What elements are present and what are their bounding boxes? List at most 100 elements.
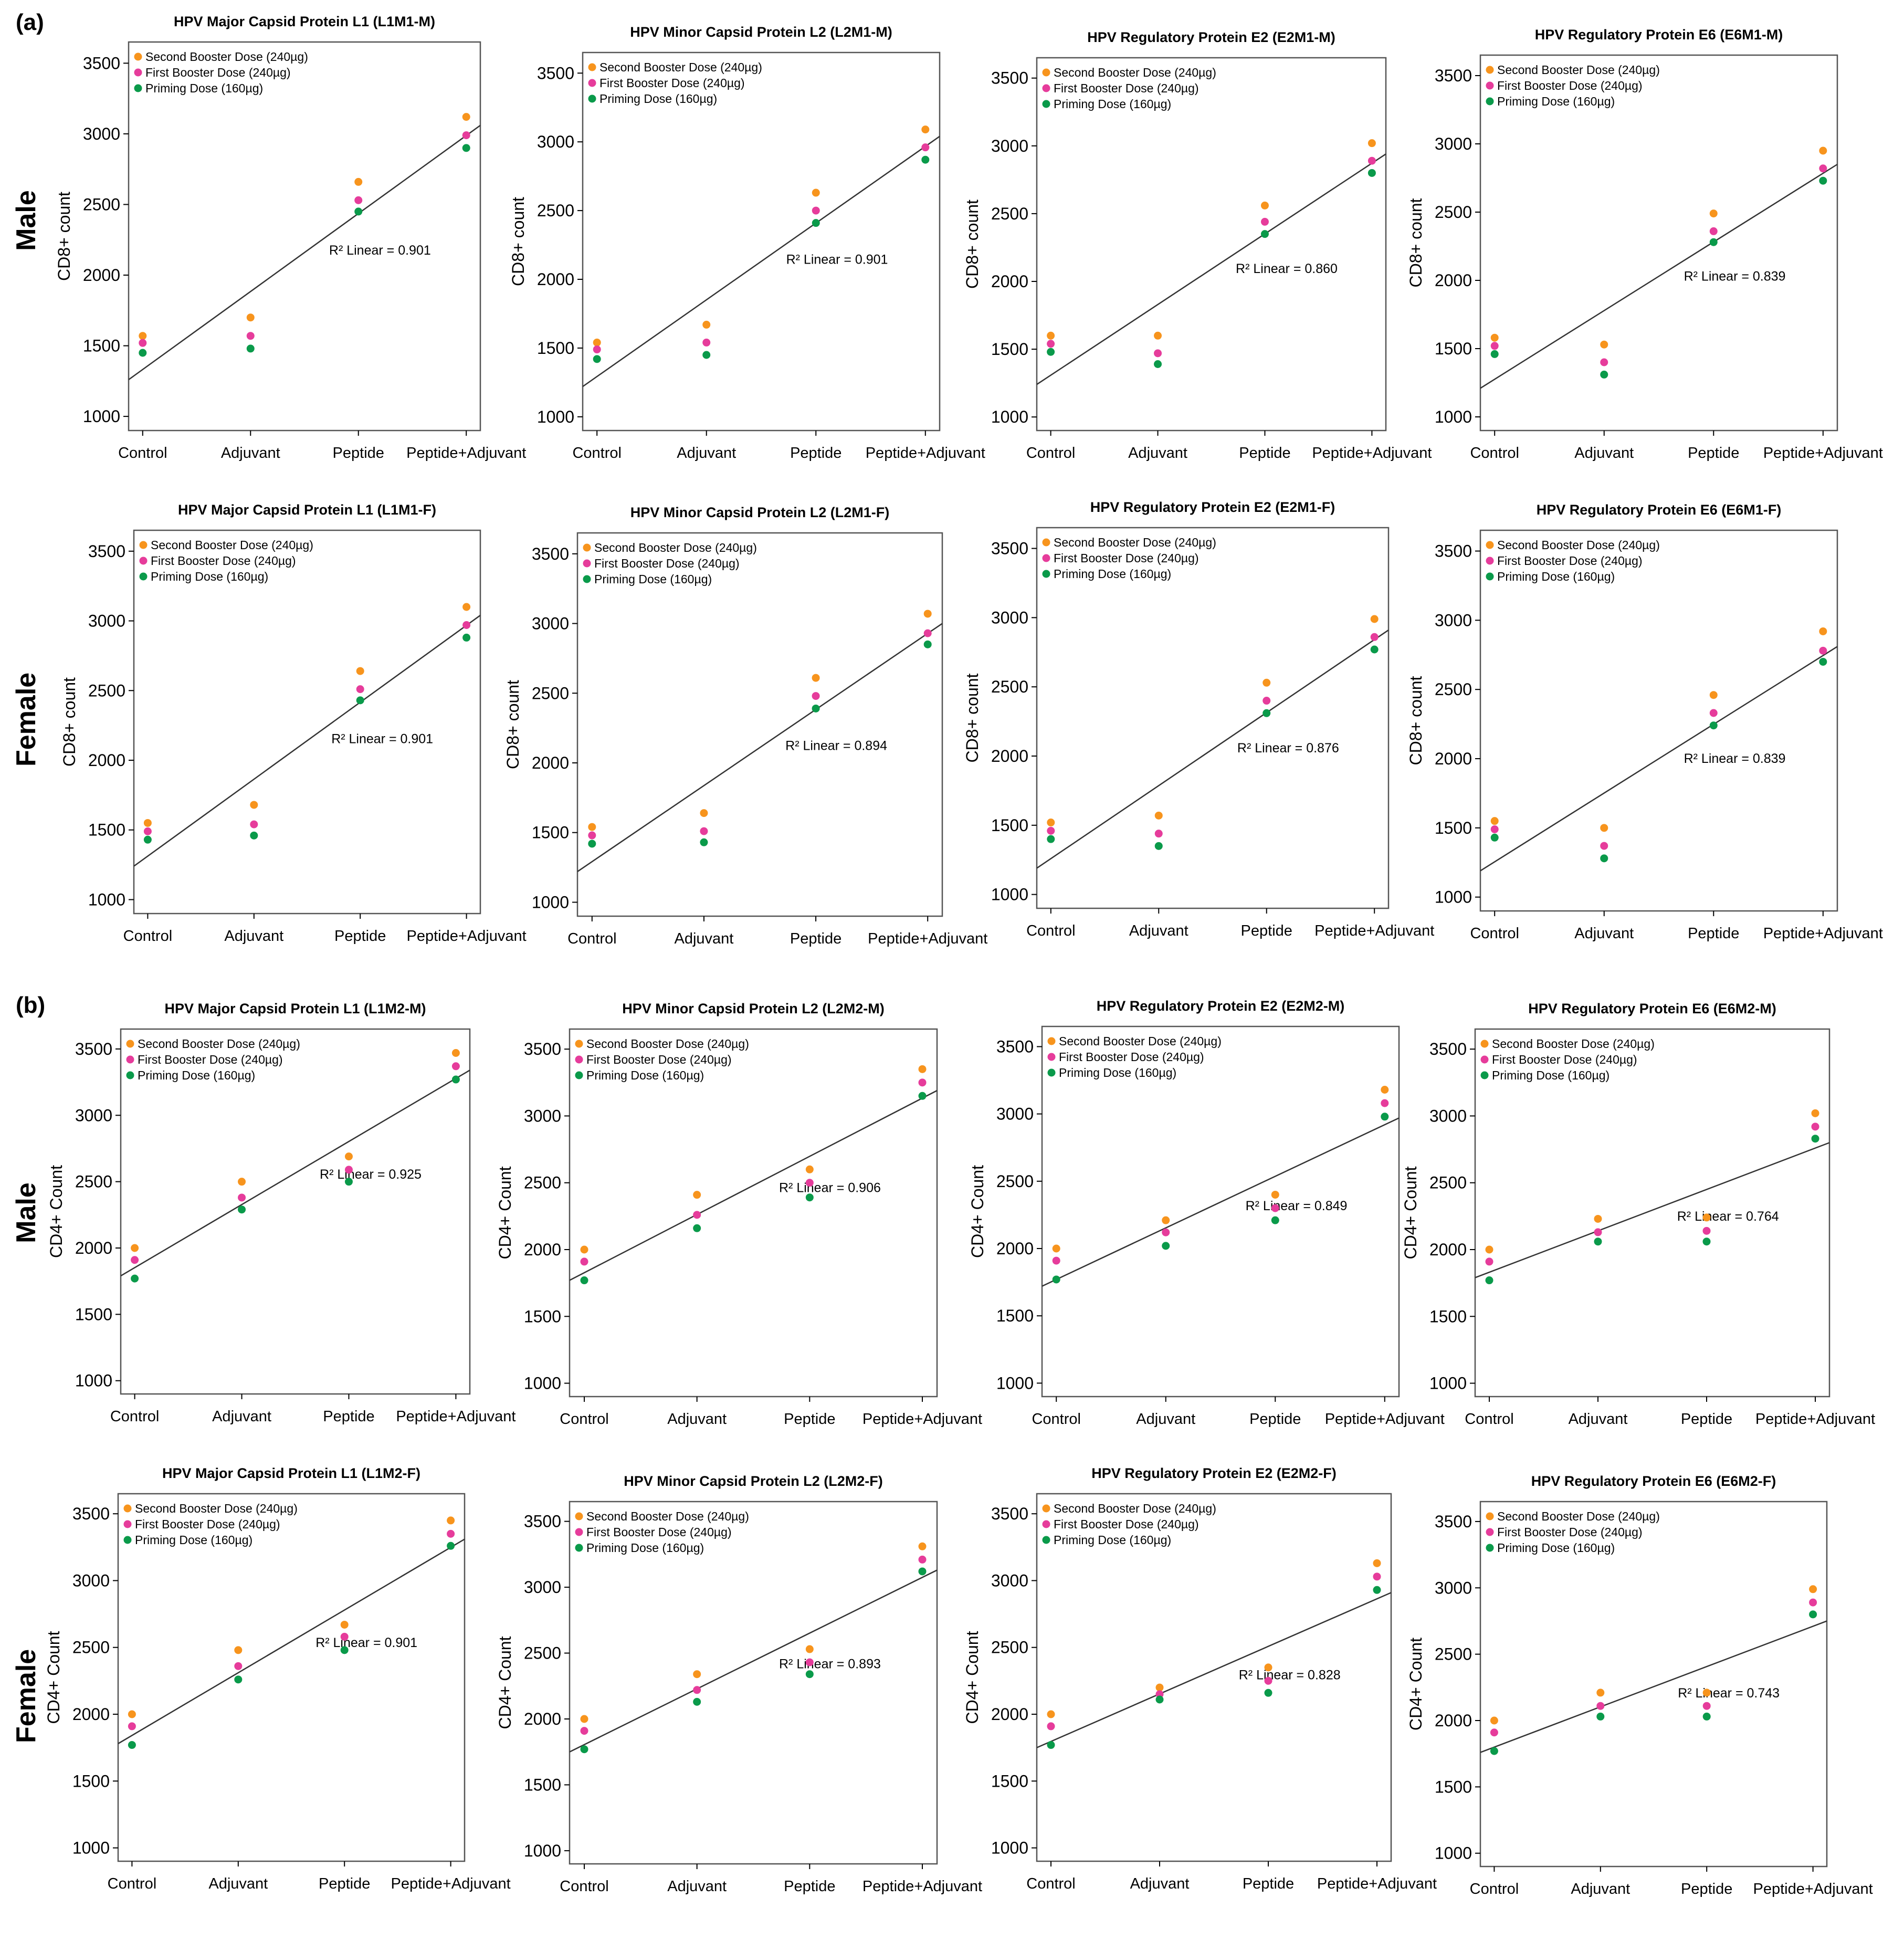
data-point-first <box>1154 830 1163 838</box>
y-tick-label: 1500 <box>1435 819 1472 837</box>
data-point-priming <box>1263 709 1271 717</box>
data-point-first <box>918 1555 927 1564</box>
data-point-priming <box>356 696 364 705</box>
legend-label-priming: Priming Dose (160µg) <box>594 572 712 586</box>
data-point-priming <box>812 704 820 712</box>
legend-label-second: Second Booster Dose (240µg) <box>138 1037 300 1051</box>
fit-line <box>1036 153 1386 385</box>
x-tick-label: Adjuvant <box>675 930 734 947</box>
data-point-priming <box>1381 1113 1389 1121</box>
data-point-first <box>1162 1228 1170 1236</box>
y-axis-label: CD8+ count <box>60 677 79 767</box>
data-point-first <box>1047 1722 1055 1731</box>
chart-title: HPV Regulatory Protein E2 (E2M2-F) <box>1091 1465 1337 1481</box>
y-tick-label: 2000 <box>996 1239 1034 1258</box>
legend-label-priming: Priming Dose (160µg) <box>586 1541 704 1555</box>
data-point-first <box>593 345 601 354</box>
data-point-second <box>1047 331 1055 340</box>
y-tick-label: 1500 <box>996 1306 1034 1325</box>
data-point-priming <box>354 207 363 216</box>
data-point-first <box>700 827 708 835</box>
legend-marker-priming <box>134 84 142 92</box>
data-point-first <box>246 332 255 340</box>
chart-title: HPV Regulatory Protein E6 (E6M1-M) <box>1535 27 1783 43</box>
x-tick-label: Control <box>1026 922 1076 939</box>
data-point-second <box>1490 333 1499 342</box>
plot-frame <box>1479 1501 1828 1868</box>
data-point-first <box>1702 1702 1711 1710</box>
y-tick-label: 2500 <box>532 684 569 702</box>
legend-label-second: Second Booster Dose (240µg) <box>1059 1034 1222 1048</box>
y-tick-label: 3000 <box>83 124 120 143</box>
chart-l2m2-m: HPV Minor Capsid Protein L2 (L2M2-M) 1000… <box>496 1001 982 1428</box>
data-point-priming <box>1485 1276 1493 1285</box>
x-tick-label: Control <box>1032 1411 1081 1428</box>
y-tick-label: 3000 <box>524 1106 561 1125</box>
data-point-first <box>139 339 147 347</box>
y-tick-label: 3500 <box>532 544 569 563</box>
y-tick-label: 1000 <box>1435 407 1472 426</box>
legend-label-priming: Priming Dose (160µg) <box>1492 1068 1610 1082</box>
x-tick-label: Peptide <box>334 928 386 945</box>
data-point-priming <box>1367 169 1376 177</box>
data-point-priming <box>700 838 708 846</box>
chart-title: HPV Major Capsid Protein L1 (L1M1-F) <box>178 502 436 518</box>
y-tick-label: 1500 <box>524 1775 561 1794</box>
legend-marker-priming <box>1042 570 1050 578</box>
plot-frame <box>582 51 941 432</box>
data-point-second <box>588 823 596 831</box>
data-point-first <box>447 1529 455 1538</box>
legend-label-second: Second Booster Dose (240µg) <box>599 60 762 74</box>
y-tick-label: 2000 <box>1435 271 1472 290</box>
chart-l1m1-m: HPV Major Capsid Protein L1 (L1M1-M) 1000… <box>55 14 526 462</box>
x-tick-label: Control <box>1465 1411 1514 1428</box>
data-point-first <box>580 1727 588 1735</box>
x-tick-label: Control <box>110 1408 160 1425</box>
legend-marker-priming <box>139 572 148 581</box>
data-point-priming <box>1709 721 1718 730</box>
x-tick-label: Control <box>1470 1881 1519 1897</box>
r2-label: R² Linear = 0.901 <box>786 253 888 267</box>
data-point-priming <box>1271 1216 1279 1224</box>
data-point-first <box>1047 340 1055 348</box>
data-point-priming <box>128 1741 136 1749</box>
r2-label: R² Linear = 0.764 <box>1677 1209 1779 1224</box>
x-tick-label: Peptide <box>790 930 841 947</box>
chart-e6m1-m: HPV Regulatory Protein E6 (E6M1-M) 1000 15… <box>1406 27 1883 462</box>
fit-line <box>118 1538 465 1745</box>
data-point-first <box>1373 1572 1381 1581</box>
y-tick-label: 1000 <box>1435 888 1472 907</box>
y-axis-label: CD8+ count <box>963 673 982 762</box>
y-tick-label: 3500 <box>991 1504 1028 1523</box>
y-tick-label: 3500 <box>524 1512 561 1531</box>
data-point-first <box>451 1062 460 1071</box>
legend-marker-second <box>123 1504 132 1513</box>
data-point-second <box>918 1542 927 1550</box>
r2-label: R² Linear = 0.901 <box>329 243 431 258</box>
y-tick-label: 2500 <box>1435 1645 1472 1664</box>
data-point-second <box>234 1646 243 1654</box>
y-tick-label: 2000 <box>83 266 120 285</box>
data-point-first <box>1811 1123 1819 1131</box>
y-tick-label: 1000 <box>991 407 1028 426</box>
x-tick-label: Peptide+Adjuvant <box>866 445 985 462</box>
y-tick-label: 3500 <box>83 54 120 72</box>
data-point-second <box>1490 1716 1498 1725</box>
data-point-priming <box>234 1675 243 1684</box>
y-tick-label: 2000 <box>991 747 1028 765</box>
r2-label: R² Linear = 0.828 <box>1239 1668 1341 1682</box>
data-point-priming <box>1490 1747 1498 1755</box>
y-tick-label: 1500 <box>1435 1777 1472 1796</box>
legend-marker-first <box>1486 81 1494 90</box>
data-point-second <box>1263 678 1271 687</box>
data-point-first <box>1381 1099 1389 1107</box>
plot-frame <box>117 1493 466 1862</box>
data-point-second <box>238 1178 246 1186</box>
plot-frame <box>569 1028 938 1398</box>
legend-marker-first <box>126 1055 134 1064</box>
data-point-first <box>462 621 471 630</box>
data-point-first <box>1052 1256 1060 1265</box>
y-axis-label: CD8+ count <box>1406 676 1425 765</box>
x-tick-label: Adjuvant <box>1574 925 1634 942</box>
